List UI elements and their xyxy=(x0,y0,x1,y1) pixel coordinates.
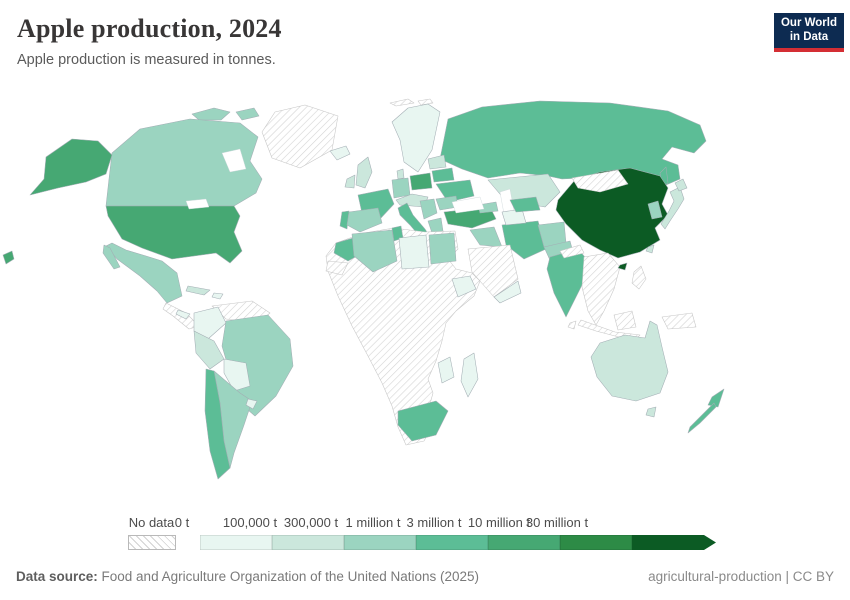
region-borneo[interactable] xyxy=(613,310,637,331)
country-philippines[interactable] xyxy=(631,265,647,290)
country-mongolia[interactable] xyxy=(571,169,629,193)
country-cuba[interactable] xyxy=(185,285,211,296)
country-germany[interactable] xyxy=(391,177,411,199)
region-new-guinea[interactable] xyxy=(661,312,697,330)
country-australia[interactable] xyxy=(590,320,669,402)
legend-bin-3[interactable] xyxy=(416,535,488,550)
country-canada-islands[interactable] xyxy=(191,107,260,121)
choropleth-svg xyxy=(2,98,725,480)
data-source-note: Data source: Food and Agriculture Organi… xyxy=(16,569,479,584)
great-lakes xyxy=(185,198,210,210)
credit-link[interactable]: agricultural-production | CC BY xyxy=(648,569,834,584)
country-yemen[interactable] xyxy=(493,280,522,304)
country-egypt[interactable] xyxy=(428,232,457,265)
country-ethiopia[interactable] xyxy=(451,275,477,298)
legend-bin-1[interactable] xyxy=(272,535,344,550)
legend-tick-3: 1 million t xyxy=(345,515,401,530)
region-korea[interactable] xyxy=(647,200,663,220)
country-hispaniola[interactable] xyxy=(211,292,224,300)
legend-bin-4[interactable] xyxy=(488,535,560,550)
country-chile[interactable] xyxy=(204,368,231,480)
country-mexico[interactable] xyxy=(105,242,183,304)
legend-tick-2: 300,000 t xyxy=(283,515,339,530)
country-united-states[interactable] xyxy=(105,205,243,264)
country-taiwan[interactable] xyxy=(645,244,655,254)
legend-tick-0: 0 t xyxy=(174,515,190,530)
legend-bin-6-arrow[interactable] xyxy=(632,535,716,550)
region-africa-interior[interactable] xyxy=(325,227,481,446)
country-honduras[interactable] xyxy=(175,309,191,320)
country-uzbekistan[interactable] xyxy=(509,196,541,213)
legend-bin-0[interactable] xyxy=(200,535,272,550)
country-saudi-arabia[interactable] xyxy=(467,244,519,298)
country-sri-lanka[interactable] xyxy=(567,320,577,330)
country-libya[interactable] xyxy=(398,234,430,270)
country-spain[interactable] xyxy=(346,207,383,233)
black-sea xyxy=(451,196,485,214)
country-united-kingdom[interactable] xyxy=(355,156,373,189)
hudson-bay xyxy=(221,148,247,173)
legend-color-bar xyxy=(200,535,716,550)
country-poland[interactable] xyxy=(409,172,433,191)
legend-tick-6: 30 million t xyxy=(525,515,589,530)
region-western-sahara[interactable] xyxy=(325,260,349,276)
legend-no-data-label: No data xyxy=(128,515,175,530)
legend-no-data-swatch[interactable] xyxy=(128,535,176,550)
data-source-label: Data source: xyxy=(16,569,98,584)
owid-logo[interactable]: Our World in Data xyxy=(773,13,844,52)
country-belarus[interactable] xyxy=(431,167,455,183)
country-united-states-alaska[interactable] xyxy=(29,138,113,196)
country-south-africa[interactable] xyxy=(397,400,449,442)
country-iran[interactable] xyxy=(501,220,547,260)
country-china-hainan[interactable] xyxy=(617,262,628,271)
chart-subtitle: Apple production is measured in tonnes. xyxy=(17,52,276,68)
region-baltics[interactable] xyxy=(427,154,447,170)
country-mexico-baja[interactable] xyxy=(102,244,121,270)
legend-tick-1: 100,000 t xyxy=(222,515,278,530)
country-denmark[interactable] xyxy=(396,168,405,180)
country-madagascar[interactable] xyxy=(460,352,479,398)
world-map xyxy=(0,95,850,515)
legend-tick-4: 3 million t xyxy=(406,515,462,530)
page-title: Apple production, 2024 xyxy=(17,14,282,43)
region-zimbabwe-mozambique[interactable] xyxy=(437,356,455,384)
country-japan-hokkaido[interactable] xyxy=(674,178,688,192)
country-australia-tasmania[interactable] xyxy=(645,406,657,418)
country-bolivia[interactable] xyxy=(223,358,251,392)
region-balkans[interactable] xyxy=(419,198,438,220)
region-syria-iraq[interactable] xyxy=(469,226,503,248)
country-china[interactable] xyxy=(555,167,669,259)
country-svalbard[interactable] xyxy=(389,98,434,107)
owid-logo-line1: Our World xyxy=(780,17,837,29)
owid-logo-line2: in Data xyxy=(789,30,829,43)
legend-tick-5: 10 million t xyxy=(467,515,531,530)
region-indochina[interactable] xyxy=(581,252,621,326)
country-ukraine[interactable] xyxy=(435,179,475,203)
legend-bin-2[interactable] xyxy=(344,535,416,550)
legend-bin-5[interactable] xyxy=(560,535,632,550)
country-greece[interactable] xyxy=(427,217,444,234)
data-source-text: Food and Agriculture Organization of the… xyxy=(97,569,480,584)
country-portugal[interactable] xyxy=(339,210,350,230)
country-new-zealand-north[interactable] xyxy=(707,388,725,408)
country-colombia-ecuador[interactable] xyxy=(193,306,227,340)
country-nepal[interactable] xyxy=(559,244,585,259)
country-new-zealand-south[interactable] xyxy=(687,402,717,434)
country-canada[interactable] xyxy=(105,118,263,207)
country-japan[interactable] xyxy=(660,186,685,230)
country-peru[interactable] xyxy=(193,330,225,370)
country-uruguay[interactable] xyxy=(245,398,258,410)
country-greenland[interactable] xyxy=(261,104,339,169)
country-iceland[interactable] xyxy=(329,145,351,161)
region-scandinavia[interactable] xyxy=(391,103,441,173)
country-ireland[interactable] xyxy=(344,174,356,189)
country-algeria[interactable] xyxy=(351,229,398,273)
pacific-island[interactable] xyxy=(2,250,15,265)
region-caucasus[interactable] xyxy=(477,201,499,214)
country-russia[interactable] xyxy=(439,100,707,210)
